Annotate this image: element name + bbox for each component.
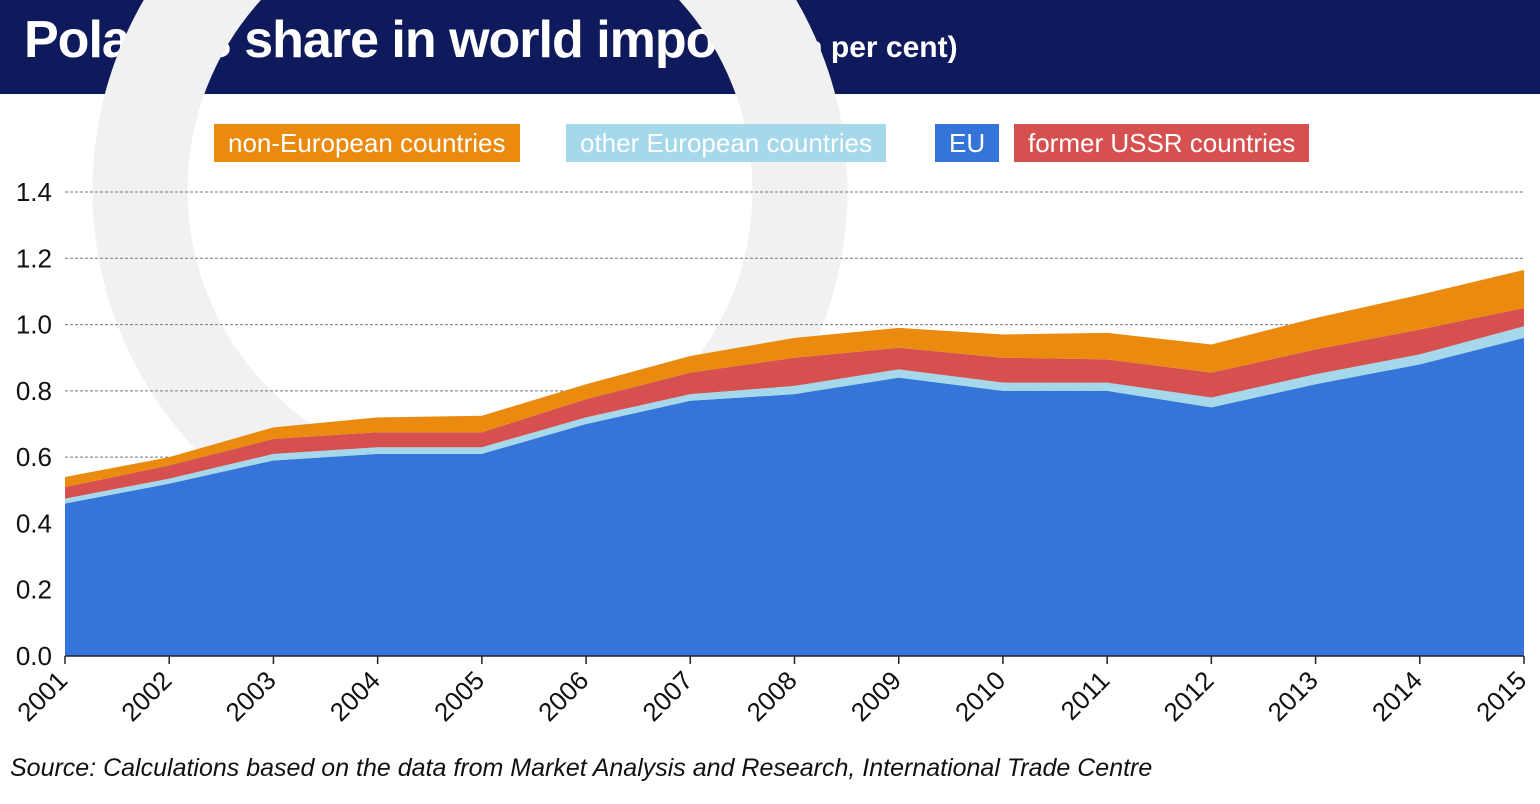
y-tick-label: 0.0	[16, 641, 52, 671]
y-tick-label: 0.4	[16, 508, 52, 538]
legend-non-european: non-European countries	[214, 124, 520, 162]
x-tick-label: 2011	[1055, 665, 1116, 726]
y-tick-label: 1.2	[16, 243, 52, 273]
x-tick-label: 2010	[949, 665, 1011, 727]
x-tick-label: 2012	[1157, 665, 1219, 727]
legend-other-european: other European countries	[566, 124, 886, 162]
x-tick-label: 2008	[741, 665, 803, 727]
y-tick-label: 0.8	[16, 376, 52, 406]
x-tick-label: 2001	[11, 665, 73, 727]
x-tick-label: 2009	[845, 665, 907, 727]
x-tick-label: 2003	[220, 665, 282, 727]
area-eu	[65, 337, 1524, 656]
x-tick-label: 2013	[1262, 665, 1324, 727]
area-series	[65, 269, 1524, 656]
legend-former-ussr: former USSR countries	[1014, 124, 1310, 162]
x-tick-label: 2002	[115, 665, 177, 727]
y-tick-label: 1.0	[16, 310, 52, 340]
x-tick-label: 2006	[532, 665, 594, 727]
x-tick-label: 2007	[636, 665, 698, 727]
axes: 2001 2002 2003 2004 2005 2006 2007 2008 2009 2010…	[11, 655, 1532, 727]
y-tick-label: 0.6	[16, 442, 52, 472]
y-tick-label: 1.4	[16, 177, 52, 207]
x-tick-label: 2005	[428, 665, 490, 727]
x-tick-label: 2014	[1366, 665, 1428, 727]
legend-eu: EU	[935, 124, 1000, 162]
source-note: Source: Calculations based on the data f…	[10, 754, 1153, 782]
y-tick-label: 0.2	[16, 575, 52, 605]
x-tick-label: 2004	[324, 665, 386, 727]
x-tick-label: 2015	[1470, 665, 1532, 727]
